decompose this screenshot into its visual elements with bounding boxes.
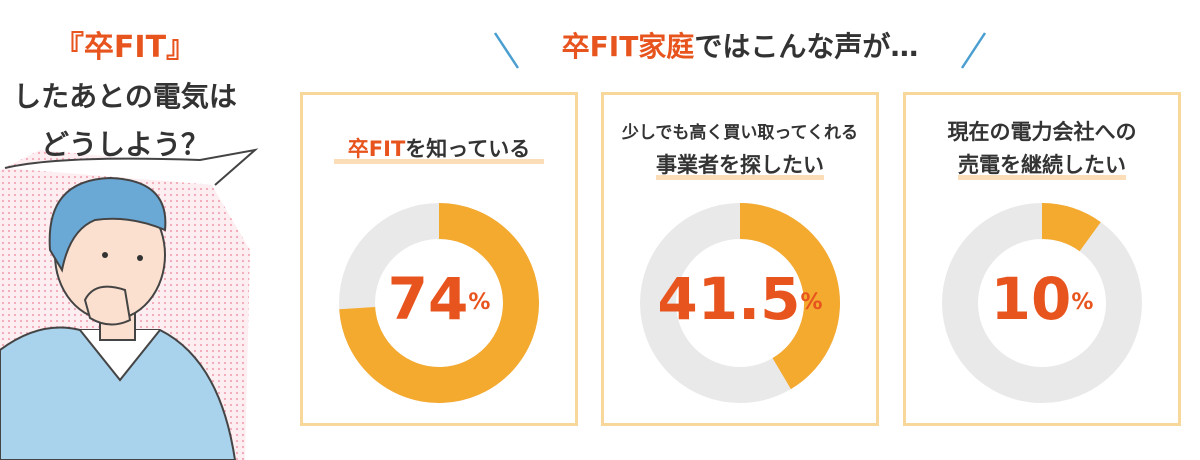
donut-segment xyxy=(1041,203,1101,252)
intro-line: したあとの電気は xyxy=(13,80,237,113)
title-highlight xyxy=(958,175,1126,180)
value-label: 74% xyxy=(388,265,491,333)
illustration xyxy=(0,148,259,460)
header-slash xyxy=(493,32,520,69)
text-segment: を知っている xyxy=(405,137,530,161)
text-segment: 卒FIT xyxy=(348,137,406,161)
text-segment: 卒FIT家庭 xyxy=(562,30,695,63)
text-segment: 『卒FIT』 xyxy=(54,30,196,65)
text-segment: ではこんな声が… xyxy=(694,30,918,63)
card-title: 事業者を探したい xyxy=(656,153,824,177)
text-segment: 現在の電力会社への xyxy=(948,120,1137,144)
header-slash xyxy=(960,32,987,69)
text-segment: 事業者を探したい xyxy=(656,153,824,177)
card-title: 少しでも高く買い取ってくれる xyxy=(621,122,858,143)
donut-segment xyxy=(739,203,840,390)
title-highlight xyxy=(656,175,824,180)
title-highlight xyxy=(334,159,544,164)
text-segment: 売電を継続したい xyxy=(958,153,1126,177)
card-title: 現在の電力会社への xyxy=(948,120,1137,144)
text-segment: したあとの電気は xyxy=(13,80,237,113)
text-segment: どうしよう？ xyxy=(41,128,209,161)
value-label: 10% xyxy=(991,265,1094,333)
donut-segment xyxy=(339,203,539,403)
intro-line: どうしよう？ xyxy=(41,128,209,161)
card-title: 卒FITを知っている xyxy=(348,137,530,161)
value-label: 41.5% xyxy=(657,265,822,333)
header-title: 卒FIT家庭ではこんな声が… xyxy=(562,30,919,63)
intro-line: 『卒FIT』 xyxy=(54,30,196,65)
card-title: 売電を継続したい xyxy=(958,153,1126,177)
text-segment: 少しでも高く買い取ってくれる xyxy=(621,122,858,143)
